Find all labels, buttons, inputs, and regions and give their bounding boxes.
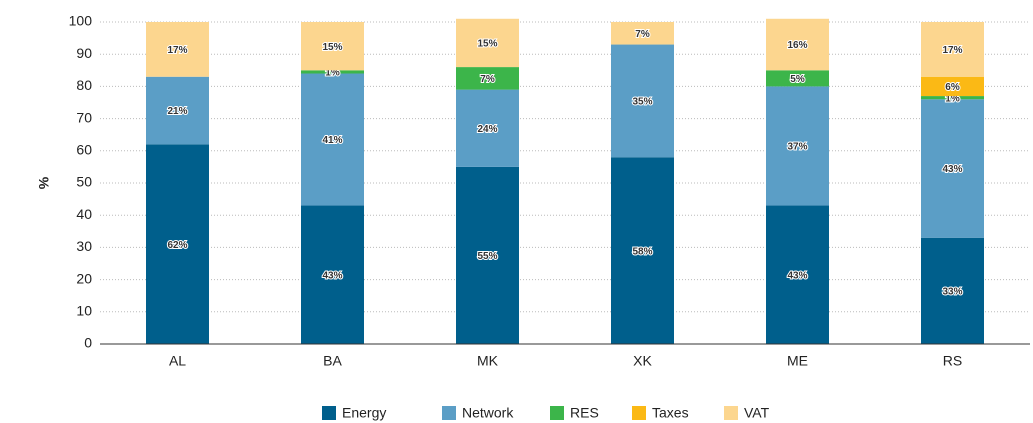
value-label: 17%: [167, 45, 187, 56]
bar-segment: [611, 44, 674, 158]
value-label: 15%: [322, 42, 342, 53]
bar-segment: [611, 157, 674, 344]
y-tick-label: 70: [76, 109, 92, 125]
x-tick-label: AL: [169, 353, 186, 369]
bar-segment: [301, 73, 364, 206]
x-tick-label: BA: [323, 353, 342, 369]
x-tick-label: RS: [943, 353, 962, 369]
value-label: 7%: [480, 74, 495, 85]
x-tick-label: XK: [633, 353, 652, 369]
bar-segment: [921, 22, 984, 77]
y-tick-label: 10: [76, 303, 92, 319]
y-tick-label: 60: [76, 142, 92, 158]
bar-segment: [456, 18, 519, 68]
bar-segment: [766, 70, 829, 87]
legend-label: Network: [462, 405, 514, 421]
value-label: 15%: [477, 39, 497, 50]
bar-segment: [921, 237, 984, 344]
x-tick-label: MK: [477, 353, 499, 369]
legend-label: VAT: [744, 405, 770, 421]
bar-segment: [146, 144, 209, 344]
y-axis-label: %: [36, 176, 52, 189]
legend-swatch: [632, 406, 646, 420]
bar-segment: [146, 76, 209, 145]
legend-label: Energy: [342, 405, 386, 421]
bar-segment: [766, 205, 829, 344]
bar-segment: [146, 22, 209, 77]
value-label: 6%: [945, 82, 960, 93]
value-label: 55%: [477, 251, 497, 262]
bar-segment: [301, 22, 364, 71]
y-tick-label: 90: [76, 45, 92, 61]
value-label: 24%: [477, 124, 497, 135]
bar-segment: [301, 205, 364, 344]
bar-segment: [921, 99, 984, 238]
value-label: 21%: [167, 106, 187, 117]
bar-segment: [921, 76, 984, 97]
bar-segment: [766, 86, 829, 206]
value-label: 43%: [787, 270, 807, 281]
legend-swatch: [724, 406, 738, 420]
value-label: 17%: [942, 45, 962, 56]
legend-label: RES: [570, 405, 599, 421]
legend-swatch: [550, 406, 564, 420]
bar-segment: [456, 67, 519, 90]
value-label: 43%: [942, 164, 962, 175]
value-label: 5%: [790, 74, 805, 85]
value-label: 41%: [322, 135, 342, 146]
value-label: 58%: [632, 246, 652, 257]
y-tick-label: 20: [76, 270, 92, 286]
value-label: 7%: [635, 29, 650, 40]
bar-segment: [921, 96, 984, 100]
legend-label: Taxes: [652, 405, 689, 421]
legend-swatch: [322, 406, 336, 420]
bar-segment: [301, 70, 364, 74]
value-label: 62%: [167, 240, 187, 251]
y-tick-label: 50: [76, 174, 92, 190]
value-label: 43%: [322, 270, 342, 281]
y-tick-label: 80: [76, 77, 92, 93]
bar-segment: [456, 89, 519, 167]
y-tick-label: 0: [84, 335, 92, 351]
bar-segment: [611, 22, 674, 45]
value-label: 16%: [787, 40, 807, 51]
y-tick-label: 100: [69, 13, 93, 29]
x-tick-label: ME: [787, 353, 808, 369]
y-tick-label: 30: [76, 238, 92, 254]
value-label: 35%: [632, 97, 652, 108]
value-label: 37%: [787, 142, 807, 153]
bar-segment: [456, 166, 519, 344]
value-label: 33%: [942, 287, 962, 298]
y-tick-label: 40: [76, 206, 92, 222]
bar-segment: [766, 18, 829, 71]
legend-swatch: [442, 406, 456, 420]
